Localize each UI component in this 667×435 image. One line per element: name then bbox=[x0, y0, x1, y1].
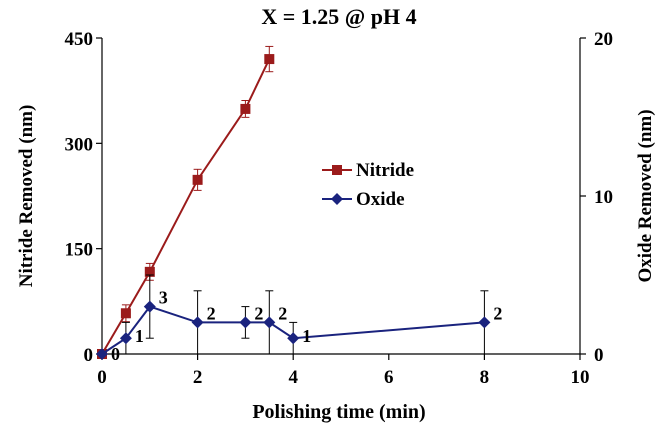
data-point-diamond bbox=[239, 316, 252, 329]
legend-marker-diamond bbox=[331, 193, 343, 205]
y-right-tick-label: 20 bbox=[594, 29, 613, 50]
data-label: 2 bbox=[493, 303, 502, 323]
data-label: 2 bbox=[254, 303, 263, 323]
y-left-tick-label: 450 bbox=[65, 29, 94, 50]
data-point-diamond bbox=[263, 316, 276, 329]
data-label: 2 bbox=[207, 303, 216, 323]
data-point-square bbox=[240, 103, 251, 114]
x-tick-label: 8 bbox=[480, 367, 490, 388]
x-tick-label: 10 bbox=[571, 367, 590, 388]
x-tick-label: 2 bbox=[193, 367, 203, 388]
data-point-diamond bbox=[191, 316, 204, 329]
series-line bbox=[101, 305, 485, 355]
y-left-tick-label: 300 bbox=[65, 134, 94, 155]
data-label: 1 bbox=[135, 326, 144, 346]
x-tick-label: 0 bbox=[97, 367, 107, 388]
legend-item-nitride: Nitride bbox=[322, 160, 414, 181]
legend-label: Oxide bbox=[356, 189, 405, 210]
data-point-diamond bbox=[478, 316, 491, 329]
data-label: 2 bbox=[278, 303, 287, 323]
x-tick-label: 4 bbox=[288, 367, 298, 388]
legend: Nitride Oxide bbox=[322, 160, 414, 210]
legend-label: Nitride bbox=[356, 160, 414, 181]
series-line bbox=[101, 58, 271, 355]
series-nitride bbox=[97, 45, 275, 359]
legend-item-oxide: Oxide bbox=[322, 189, 405, 210]
data-point-diamond bbox=[119, 332, 132, 345]
data-point-square bbox=[264, 54, 275, 65]
chart-title: X = 1.25 @ pH 4 bbox=[261, 4, 416, 29]
y-left-tick-label: 0 bbox=[84, 345, 94, 366]
x-tick-label: 6 bbox=[384, 367, 394, 388]
data-point-square bbox=[120, 308, 131, 319]
data-label: 0 bbox=[111, 344, 120, 364]
y-right-tick-label: 0 bbox=[594, 345, 604, 366]
data-point-diamond bbox=[287, 332, 300, 345]
data-label: 3 bbox=[159, 288, 168, 308]
data-point-diamond bbox=[96, 348, 108, 360]
y-axis-right-label: Oxide Removed (nm) bbox=[635, 109, 656, 282]
x-axis-label: Polishing time (min) bbox=[252, 401, 425, 423]
data-point-square bbox=[192, 174, 203, 185]
data-label: 1 bbox=[302, 326, 311, 346]
y-axis-left-label: Nitride Removed (nm) bbox=[16, 105, 37, 288]
y-left-tick-label: 150 bbox=[65, 240, 94, 261]
legend-marker-square bbox=[332, 165, 342, 175]
data-point-square bbox=[144, 266, 155, 277]
data-point-diamond bbox=[143, 300, 156, 313]
y-right-tick-label: 10 bbox=[594, 187, 613, 208]
